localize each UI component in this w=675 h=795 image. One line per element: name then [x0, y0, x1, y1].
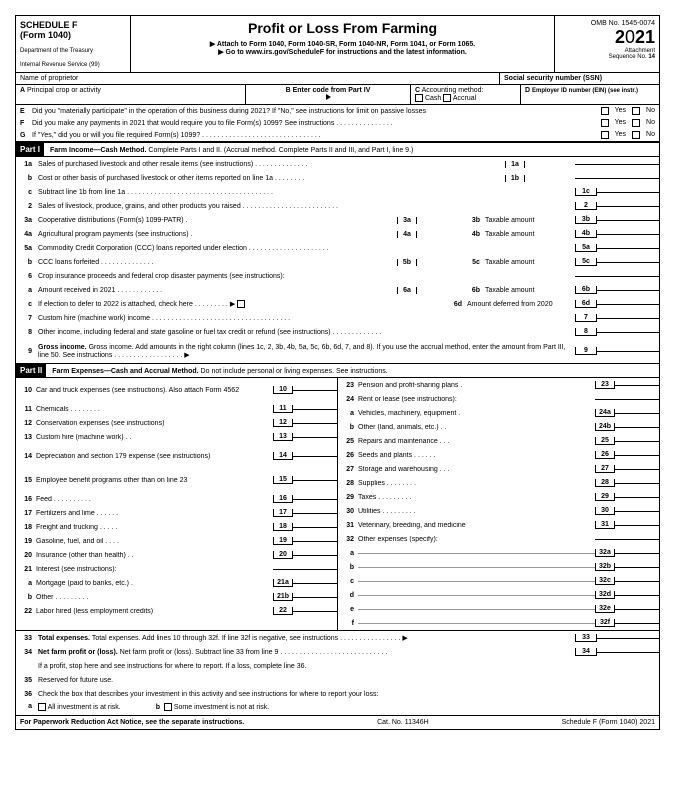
cat-number: Cat. No. 11346H	[377, 719, 429, 726]
part2-header-row: Part II Farm Expenses—Cash and Accrual M…	[16, 363, 659, 378]
36b-checkbox[interactable]	[164, 703, 172, 711]
attach-instruction: ▶ Attach to Form 1040, Form 1040-SR, For…	[135, 40, 550, 48]
cash-checkbox[interactable]	[415, 94, 423, 102]
question-g: GIf "Yes," did you or will you file requ…	[16, 129, 659, 142]
proprietor-label: Name of proprietor	[16, 73, 499, 84]
irs-label: Internal Revenue Service (99)	[20, 62, 126, 68]
box-row-abcd: A Principal crop or activity B Enter cod…	[16, 85, 659, 105]
goto-instruction: ▶ Go to www.irs.gov/ScheduleF for instru…	[135, 48, 550, 56]
form-number: (Form 1040)	[20, 30, 126, 40]
e-yes-checkbox[interactable]	[601, 107, 609, 115]
schedule-label: SCHEDULE F	[20, 20, 126, 30]
triangle-icon	[326, 94, 331, 100]
part1-header-row: Part I Farm Income—Cash Method. Complete…	[16, 142, 659, 157]
tax-year: 20202121	[559, 27, 655, 48]
paperwork-notice: For Paperwork Reduction Act Notice, see …	[20, 719, 244, 726]
header-left: SCHEDULE F (Form 1040) Department of the…	[16, 16, 131, 72]
f-yes-checkbox[interactable]	[601, 119, 609, 127]
g-no-checkbox[interactable]	[632, 131, 640, 139]
form-title: Profit or Loss From Farming	[135, 20, 550, 36]
6c-checkbox[interactable]	[237, 300, 245, 308]
form-container: SCHEDULE F (Form 1040) Department of the…	[15, 15, 660, 730]
dept-label: Department of the Treasury	[20, 48, 126, 54]
form-header: SCHEDULE F (Form 1040) Department of the…	[16, 16, 659, 73]
part2-left-col: 10Car and truck expenses (see instructio…	[16, 378, 338, 630]
box-a[interactable]: A Principal crop or activity	[16, 85, 246, 104]
footer-form-ref: Schedule F (Form 1040) 2021	[562, 719, 655, 726]
question-e: EDid you "materially participate" in the…	[16, 105, 659, 117]
ssn-label: Social security number (SSN)	[499, 73, 659, 84]
part2-label: Part II	[16, 364, 46, 377]
e-no-checkbox[interactable]	[632, 107, 640, 115]
part2-right-col: 23Pension and profit-sharing plans .23 2…	[338, 378, 659, 630]
box-c: C Accounting method: Cash Accrual	[411, 85, 521, 104]
form-footer: For Paperwork Reduction Act Notice, see …	[16, 715, 659, 729]
part2-bottom: 33Total expenses. Total expenses. Add li…	[16, 630, 659, 715]
36a-checkbox[interactable]	[38, 703, 46, 711]
box-b[interactable]: B Enter code from Part IV	[246, 85, 411, 104]
part2-columns: 10Car and truck expenses (see instructio…	[16, 378, 659, 630]
header-center: Profit or Loss From Farming ▶ Attach to …	[131, 16, 554, 72]
accrual-checkbox[interactable]	[443, 94, 451, 102]
omb-number: OMB No. 1545-0074	[559, 20, 655, 27]
question-f: FDid you make any payments in 2021 that …	[16, 117, 659, 129]
part1-lines: 1aSales of purchased livestock and other…	[16, 157, 659, 363]
header-right: OMB No. 1545-0074 20202121 Attachment Se…	[554, 16, 659, 72]
f-no-checkbox[interactable]	[632, 119, 640, 127]
part1-label: Part I	[16, 143, 44, 156]
sequence-number: Sequence No. 14	[559, 54, 655, 60]
g-yes-checkbox[interactable]	[601, 131, 609, 139]
box-d[interactable]: D Employer ID number (EIN) (see instr.)	[521, 85, 659, 104]
name-row: Name of proprietor Social security numbe…	[16, 73, 659, 85]
